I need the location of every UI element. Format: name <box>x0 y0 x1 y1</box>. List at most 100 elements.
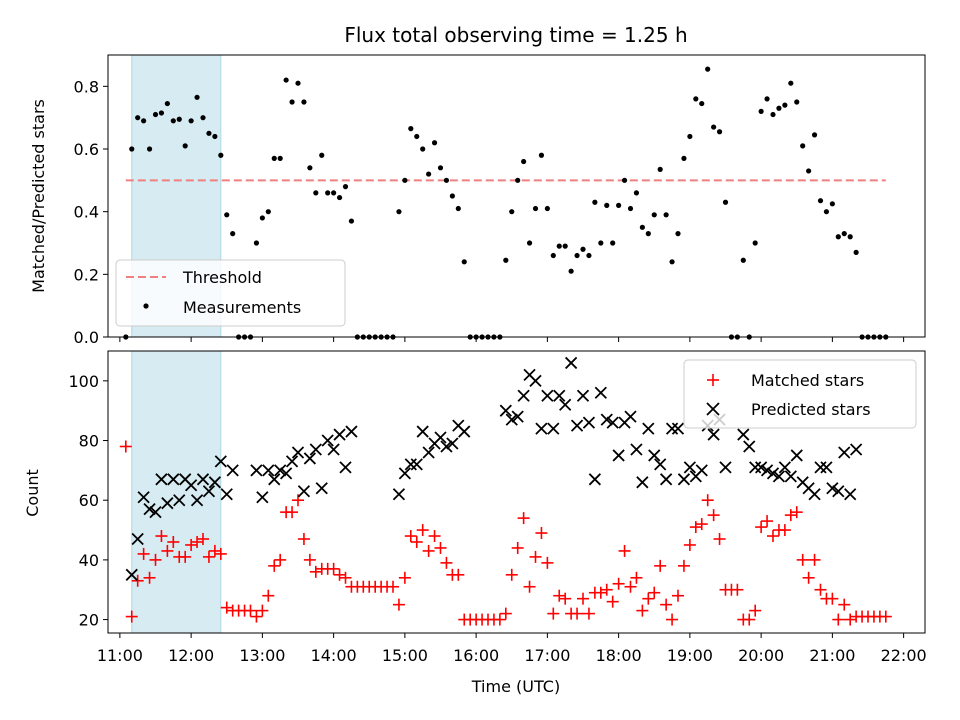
predicted-star-mark-b <box>392 488 406 501</box>
predicted-star-mark-b <box>327 443 340 456</box>
predicted-star-point <box>446 437 459 450</box>
predicted-star-mark-b <box>297 485 311 498</box>
predicted-star-mark-b <box>155 473 168 486</box>
measurement-point <box>853 249 859 255</box>
measurement-point <box>598 240 604 246</box>
matched-star-point <box>713 533 726 545</box>
top-legend: Threshold Measurements <box>115 259 346 327</box>
predicted-star-mark-b <box>410 458 423 471</box>
predicted-star-mark-b <box>826 482 839 495</box>
measurement-point <box>699 100 705 107</box>
measurement-point <box>426 171 432 177</box>
predicted-star-point <box>683 461 697 474</box>
predicted-star-mark-b <box>517 389 530 402</box>
measurement-point <box>829 201 835 207</box>
predicted-star-mark-b <box>849 443 863 456</box>
predicted-star-mark-b <box>167 473 180 486</box>
measurement-point <box>657 166 663 172</box>
predicted-star-mark-b <box>398 467 412 480</box>
predicted-star-mark-b <box>541 389 554 402</box>
measurement-point <box>681 155 687 161</box>
predicted-star-point <box>559 398 572 411</box>
predicted-star-mark-b <box>832 485 845 498</box>
predicted-star-mark-b <box>523 368 536 382</box>
predicted-star-point <box>125 568 138 581</box>
matched-star-point <box>541 556 554 569</box>
predicted-star-mark-b <box>339 461 352 474</box>
top-panel-frame <box>107 54 926 338</box>
predicted-star-point <box>511 410 524 423</box>
bottom-y-tick-label: 80 <box>79 432 99 451</box>
matched-star-point <box>559 592 572 605</box>
matched-star-point <box>161 544 174 557</box>
predicted-star-mark-b <box>600 413 613 426</box>
predicted-star-point <box>345 425 358 438</box>
predicted-star-mark-b <box>214 455 227 468</box>
predicted-star-mark-b <box>256 491 269 504</box>
predicted-star-mark-b <box>594 386 607 399</box>
matched-star-point <box>523 580 536 593</box>
predicted-star-point <box>143 503 156 516</box>
top-x-ticks <box>119 337 905 342</box>
matched-star-point <box>250 610 263 623</box>
matched-star-point <box>434 541 447 554</box>
predicted-star-point <box>707 428 720 441</box>
matched-star-point <box>149 553 162 566</box>
predicted-star-mark-b <box>125 568 138 581</box>
matched-star-point <box>642 592 655 605</box>
measurement-point <box>206 130 212 136</box>
predicted-star-point <box>279 467 293 480</box>
predicted-star-mark-b <box>695 464 708 477</box>
top-y-tick-label: 0.8 <box>74 77 99 96</box>
measurement-point <box>574 252 580 259</box>
matched-star-point <box>683 538 696 551</box>
measurement-point <box>515 177 521 183</box>
measurement-point <box>817 198 824 204</box>
matched-star-point <box>879 610 892 623</box>
predicted-star-point <box>784 470 797 483</box>
measurement-point <box>521 158 527 165</box>
matched-star-point <box>701 494 714 507</box>
matched-star-point <box>826 592 839 605</box>
measurement-point <box>752 240 758 246</box>
measurement-point <box>532 205 539 212</box>
predicted-star-mark-b <box>345 425 358 438</box>
measurement-point <box>212 133 218 140</box>
measurement-point <box>164 100 170 107</box>
predicted-star-mark-b <box>499 404 512 417</box>
predicted-star-mark-b <box>333 428 346 441</box>
predicted-star-mark-b <box>250 464 263 477</box>
measurement-point <box>283 77 289 83</box>
matched-star-point <box>125 610 138 623</box>
legend-threshold-label: Threshold <box>182 268 262 287</box>
predicted-star-mark-b <box>190 494 204 507</box>
predicted-star-mark-b <box>683 461 697 474</box>
matched-star-point <box>416 524 429 537</box>
predicted-star-point <box>630 443 643 456</box>
measurement-point <box>301 99 307 105</box>
top-legend-box <box>115 259 346 327</box>
measurement-point <box>651 212 657 218</box>
predicted-star-mark-b <box>559 398 572 411</box>
bottom-predicted-layer <box>125 356 863 581</box>
top-y-ticks: 0.0 0.2 0.4 0.6 0.8 <box>74 77 108 347</box>
predicted-star-point <box>665 422 679 435</box>
predicted-star-point <box>814 461 827 474</box>
measurement-point <box>265 209 271 215</box>
measurement-point <box>610 240 616 246</box>
predicted-star-point <box>268 473 281 486</box>
predicted-star-point <box>173 494 186 507</box>
matched-star-point <box>220 601 233 614</box>
matched-star-point <box>743 613 756 626</box>
measurement-point <box>616 202 622 208</box>
measurement-point <box>271 155 277 161</box>
measurement-point <box>621 177 628 183</box>
predicted-star-mark-b <box>452 419 465 432</box>
predicted-star-point <box>754 461 768 474</box>
predicted-star-point <box>588 473 602 486</box>
matched-star-point <box>428 530 441 543</box>
predicted-star-point <box>849 443 863 456</box>
predicted-star-point <box>297 485 311 498</box>
predicted-star-point <box>808 488 821 501</box>
